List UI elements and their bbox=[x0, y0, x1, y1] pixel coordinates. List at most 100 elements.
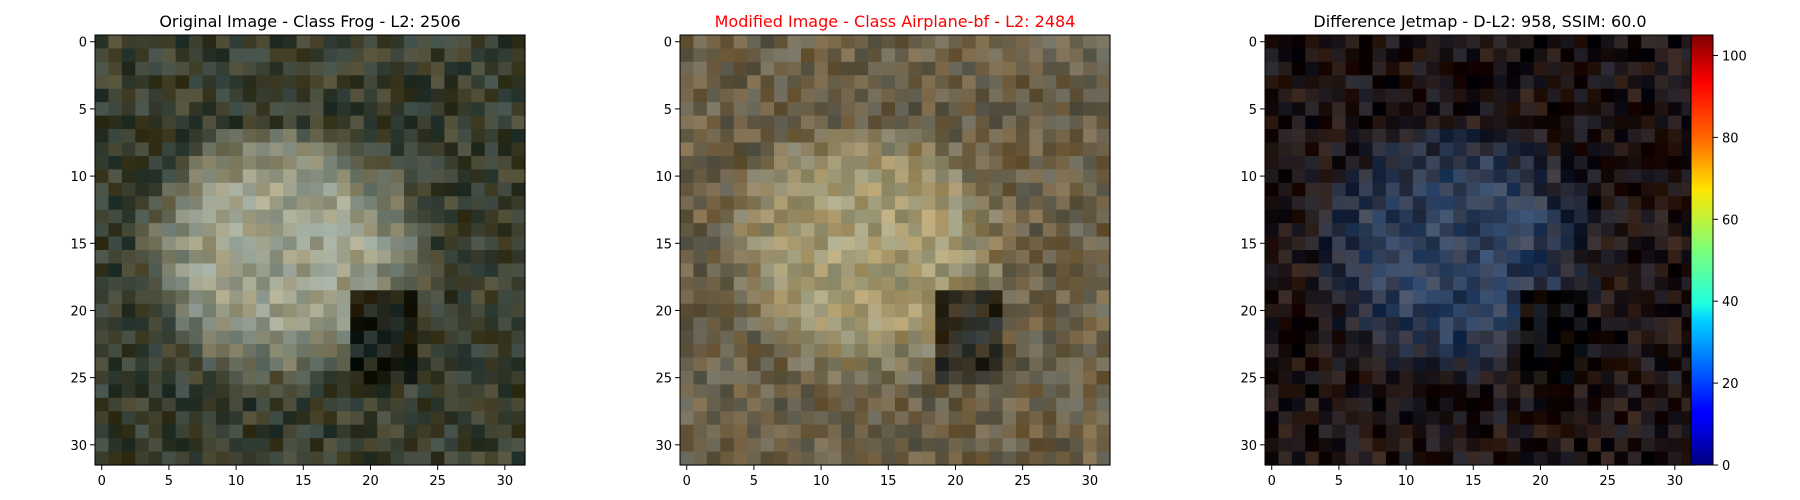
image-pixel bbox=[215, 102, 230, 117]
image-pixel bbox=[747, 35, 762, 50]
image-pixel bbox=[1453, 250, 1468, 265]
image-pixel bbox=[1547, 209, 1562, 224]
image-pixel bbox=[95, 48, 110, 63]
image-pixel bbox=[1466, 384, 1481, 399]
image-pixel bbox=[121, 48, 136, 63]
image-pixel bbox=[498, 344, 513, 359]
image-pixel bbox=[121, 411, 136, 426]
image-pixel bbox=[377, 451, 392, 466]
image-pixel bbox=[310, 182, 325, 197]
image-pixel bbox=[774, 35, 789, 50]
image-pixel bbox=[1002, 142, 1017, 157]
image-pixel bbox=[256, 290, 271, 305]
image-pixel bbox=[1278, 102, 1293, 117]
image-pixel bbox=[229, 384, 244, 399]
image-pixel bbox=[323, 317, 338, 332]
image-pixel bbox=[202, 344, 217, 359]
image-pixel bbox=[1426, 263, 1441, 278]
image-pixel bbox=[390, 48, 405, 63]
image-pixel bbox=[1332, 290, 1347, 305]
image-pixel bbox=[1533, 250, 1548, 265]
image-pixel bbox=[827, 88, 842, 103]
image-pixel bbox=[390, 142, 405, 157]
image-pixel bbox=[95, 438, 110, 453]
image-pixel bbox=[404, 236, 419, 251]
image-pixel bbox=[148, 263, 163, 278]
y-tick-label: 5 bbox=[664, 103, 672, 118]
image-pixel bbox=[323, 357, 338, 372]
image-pixel bbox=[895, 397, 910, 412]
image-pixel bbox=[1426, 303, 1441, 318]
image-pixel bbox=[1547, 451, 1562, 466]
image-pixel bbox=[121, 330, 136, 345]
image-pixel bbox=[1318, 438, 1333, 453]
image-pixel bbox=[1372, 250, 1387, 265]
image-pixel bbox=[774, 303, 789, 318]
image-pixel bbox=[1466, 48, 1481, 63]
image-pixel bbox=[1015, 196, 1030, 211]
image-pixel bbox=[148, 75, 163, 90]
image-pixel bbox=[895, 236, 910, 251]
image-pixel bbox=[827, 250, 842, 265]
image-pixel bbox=[189, 115, 204, 130]
image-pixel bbox=[377, 75, 392, 90]
image-pixel bbox=[1547, 250, 1562, 265]
image-pixel bbox=[1627, 129, 1642, 144]
image-pixel bbox=[868, 317, 883, 332]
image-pixel bbox=[1480, 75, 1495, 90]
image-pixel bbox=[921, 223, 936, 238]
image-pixel bbox=[1345, 424, 1360, 439]
image-pixel bbox=[363, 236, 378, 251]
image-pixel bbox=[1069, 48, 1084, 63]
image-pixel bbox=[121, 115, 136, 130]
image-pixel bbox=[162, 182, 177, 197]
image-pixel bbox=[363, 182, 378, 197]
image-pixel bbox=[471, 303, 486, 318]
image-pixel bbox=[881, 142, 896, 157]
image-pixel bbox=[1372, 411, 1387, 426]
image-pixel bbox=[444, 357, 459, 372]
image-pixel bbox=[747, 250, 762, 265]
image-pixel bbox=[1668, 330, 1683, 345]
image-pixel bbox=[229, 61, 244, 76]
image-pixel bbox=[1668, 35, 1683, 50]
image-pixel bbox=[336, 424, 351, 439]
image-pixel bbox=[1278, 75, 1293, 90]
image-pixel bbox=[881, 223, 896, 238]
image-pixel bbox=[1493, 223, 1508, 238]
image-pixel bbox=[377, 370, 392, 385]
image-pixel bbox=[229, 236, 244, 251]
image-pixel bbox=[1587, 397, 1602, 412]
image-pixel bbox=[1480, 424, 1495, 439]
image-pixel bbox=[296, 61, 311, 76]
image-pixel bbox=[283, 75, 298, 90]
image-pixel bbox=[1265, 61, 1280, 76]
image-pixel bbox=[1614, 438, 1629, 453]
image-pixel bbox=[1627, 290, 1642, 305]
image-pixel bbox=[457, 424, 472, 439]
image-pixel bbox=[800, 169, 815, 184]
image-pixel bbox=[800, 115, 815, 130]
image-pixel bbox=[1533, 438, 1548, 453]
image-pixel bbox=[1015, 250, 1030, 265]
colorbar-tick-label: 0 bbox=[1722, 459, 1730, 474]
image-pixel bbox=[1278, 35, 1293, 50]
image-pixel bbox=[881, 411, 896, 426]
image-pixel bbox=[162, 35, 177, 50]
image-pixel bbox=[1520, 384, 1535, 399]
image-pixel bbox=[108, 370, 123, 385]
image-pixel bbox=[1520, 196, 1535, 211]
image-pixel bbox=[962, 250, 977, 265]
y-tick-label: 30 bbox=[655, 439, 672, 454]
image-pixel bbox=[1466, 142, 1481, 157]
image-pixel bbox=[948, 142, 963, 157]
image-pixel bbox=[1574, 169, 1589, 184]
image-pixel bbox=[1574, 370, 1589, 385]
image-pixel bbox=[693, 330, 708, 345]
image-pixel bbox=[774, 115, 789, 130]
image-pixel bbox=[1291, 209, 1306, 224]
image-pixel bbox=[800, 196, 815, 211]
image-pixel bbox=[1385, 357, 1400, 372]
image-pixel bbox=[1069, 129, 1084, 144]
image-pixel bbox=[1493, 424, 1508, 439]
